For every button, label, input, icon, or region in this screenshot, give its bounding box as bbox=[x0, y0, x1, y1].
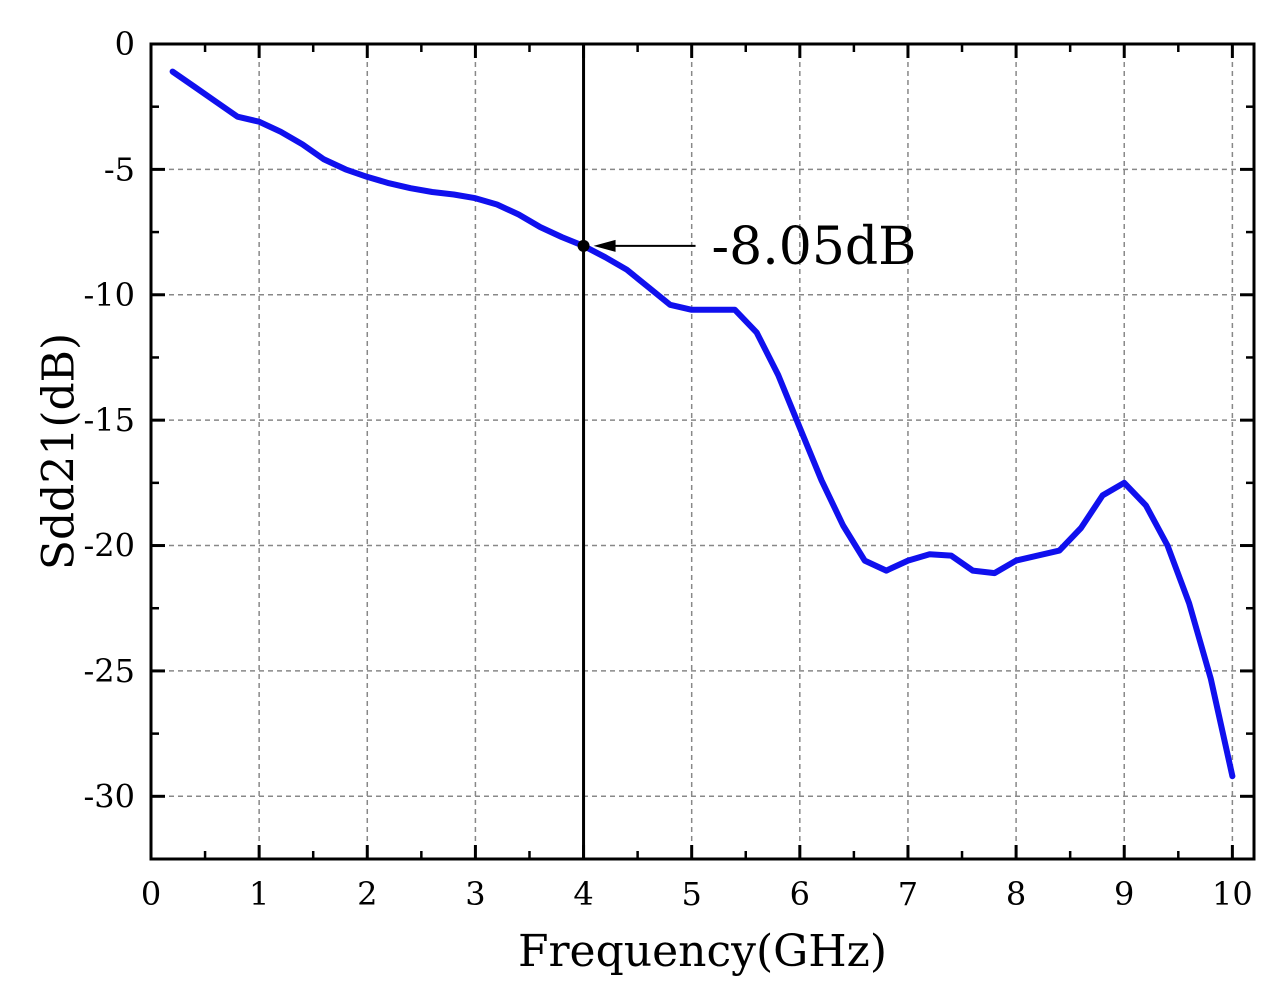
x-tick-label: 10 bbox=[1212, 875, 1253, 913]
axis-ticks bbox=[149, 42, 1254, 859]
y-tick-label: -15 bbox=[83, 401, 135, 439]
y-axis-title: Sdd21(dB) bbox=[34, 333, 85, 570]
x-axis-title: Frequency(GHz) bbox=[518, 926, 887, 977]
plot-frame bbox=[149, 42, 1256, 861]
y-tick-label: -30 bbox=[83, 777, 135, 815]
y-tick-label: 0 bbox=[115, 25, 135, 63]
x-tick-label: 2 bbox=[357, 875, 377, 913]
y-tick-labels: 0 -5 -10 -15 -20 -25 -30 bbox=[83, 25, 135, 815]
grid-lines bbox=[151, 44, 1254, 859]
x-tick-label: 5 bbox=[682, 875, 702, 913]
x-tick-label: 9 bbox=[1114, 875, 1134, 913]
y-tick-label: -25 bbox=[83, 652, 135, 690]
x-tick-labels: 0 1 2 3 4 5 6 7 8 9 10 bbox=[141, 875, 1253, 913]
annotation-point bbox=[577, 239, 590, 252]
x-tick-label: 7 bbox=[898, 875, 918, 913]
x-tick-label: 6 bbox=[790, 875, 810, 913]
series-line-sdd21 bbox=[169, 68, 1236, 780]
y-tick-label: -20 bbox=[83, 527, 135, 565]
x-tick-label: 3 bbox=[465, 875, 485, 913]
x-tick-label: 1 bbox=[249, 875, 269, 913]
annotation-arrowhead bbox=[593, 239, 616, 252]
x-tick-label: 0 bbox=[141, 875, 161, 913]
y-tick-label: -5 bbox=[104, 150, 135, 188]
y-tick-label: -10 bbox=[83, 276, 135, 314]
annotation-label: -8.05dB bbox=[712, 217, 917, 277]
x-tick-label: 8 bbox=[1006, 875, 1026, 913]
x-tick-label: 4 bbox=[573, 875, 593, 913]
